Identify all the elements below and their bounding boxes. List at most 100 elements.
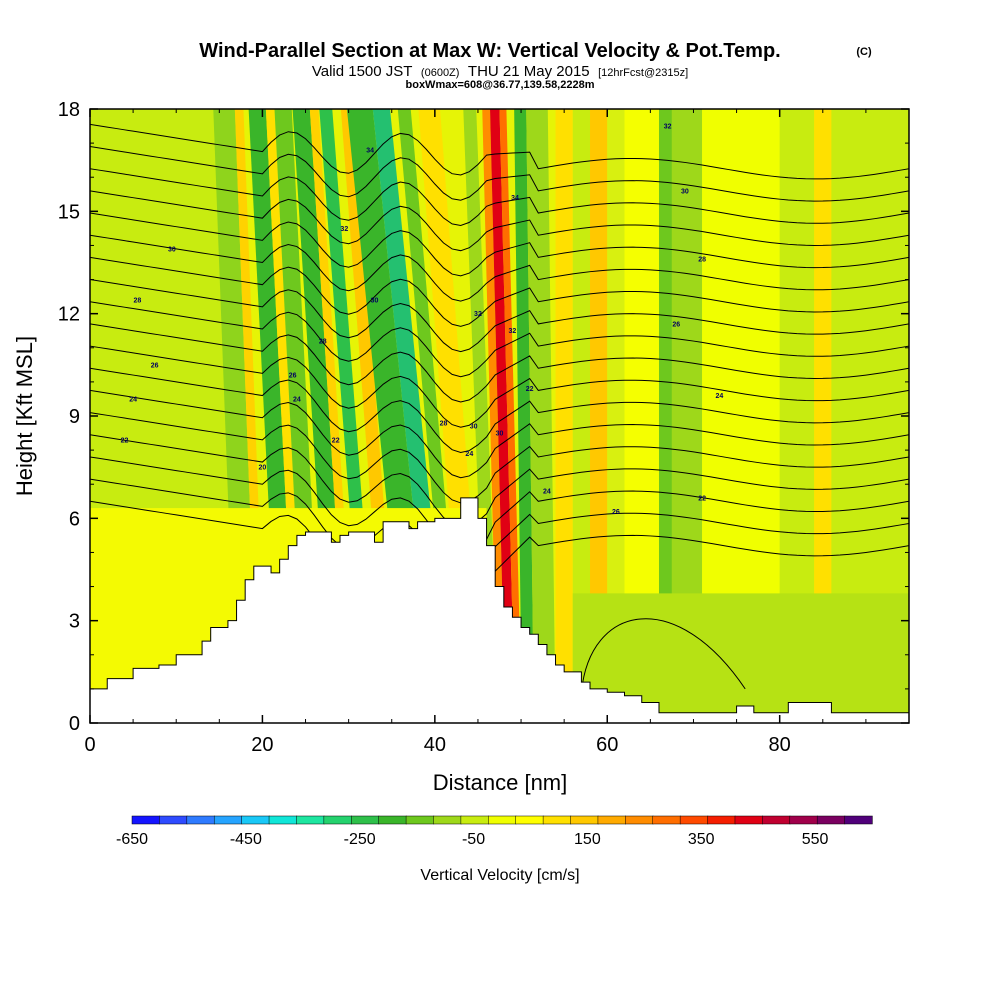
subtitle-box: boxWmax=608@36.77,139.58,2228m bbox=[406, 79, 595, 91]
subtitle-z: (0600Z) bbox=[421, 67, 460, 79]
contour-label: 28 bbox=[698, 257, 706, 264]
contour-label: 32 bbox=[474, 311, 482, 318]
contour-label: 30 bbox=[681, 188, 689, 195]
colorbar-tick-label: -250 bbox=[344, 831, 376, 848]
colorbar-swatch bbox=[460, 815, 489, 825]
colorbar-ticks: -650 -450 -250 -50 150 350 550 bbox=[116, 831, 829, 848]
theta-contour bbox=[90, 367, 909, 453]
field-band bbox=[499, 109, 522, 723]
theta-contour bbox=[90, 301, 909, 378]
colorbar-swatch bbox=[789, 815, 818, 825]
colorbar-swatch bbox=[652, 815, 681, 825]
contour-label: 24 bbox=[293, 396, 301, 403]
contour-label: 32 bbox=[340, 226, 348, 233]
theta-contour bbox=[90, 323, 909, 403]
field-band bbox=[482, 109, 506, 723]
subtitle-fcst: [12hrFcst@2315z] bbox=[598, 67, 688, 79]
contour-label: 34 bbox=[511, 195, 519, 202]
contour-label: 22 bbox=[526, 386, 534, 393]
theta-contour bbox=[90, 190, 909, 252]
y-tick-label: 0 bbox=[69, 713, 80, 735]
terrain-mask bbox=[90, 497, 909, 723]
plot-area: 20 22 24 26 28 30 24 26 28 30 32 34 22 28 30 24 30 32 32 34… bbox=[90, 109, 909, 723]
y-tick-label: 12 bbox=[58, 304, 80, 326]
colorbar-swatch bbox=[679, 815, 709, 825]
colorbar-tick-label: 350 bbox=[688, 831, 715, 848]
theta-contour bbox=[90, 500, 909, 605]
field-band bbox=[526, 109, 556, 723]
field-band bbox=[514, 109, 534, 723]
x-tick-label: 60 bbox=[596, 734, 618, 756]
colorbar-swatch bbox=[378, 815, 407, 825]
contour-label: 32 bbox=[509, 328, 517, 335]
colorbar-swatch bbox=[186, 815, 215, 825]
theta-contour bbox=[90, 389, 909, 479]
contour-label: 28 bbox=[440, 420, 448, 427]
contour-label: 26 bbox=[151, 362, 159, 369]
subtitle-prefix: Valid 1500 JST bbox=[312, 63, 413, 80]
colorbar bbox=[131, 815, 873, 825]
x-axis-label: Distance [nm] bbox=[433, 770, 568, 795]
colorbar-tick-label: -50 bbox=[462, 831, 485, 848]
theta-contour bbox=[90, 434, 909, 529]
field-band bbox=[490, 109, 516, 723]
contour-label: 28 bbox=[319, 338, 327, 345]
subtitle-main: THU 21 May 2015 bbox=[468, 63, 590, 80]
theta-contour bbox=[90, 168, 909, 226]
colorbar-swatch bbox=[625, 815, 654, 825]
theta-contour bbox=[90, 256, 909, 327]
contour-label: 26 bbox=[289, 373, 297, 380]
field-band bbox=[572, 109, 591, 723]
chart-subtitle: Valid 1500 JST (0600Z) THU 21 May 2015 [… bbox=[312, 63, 688, 80]
field-band bbox=[590, 109, 608, 723]
contour-label: 24 bbox=[715, 393, 723, 400]
field-band bbox=[555, 109, 573, 723]
colorbar-swatch bbox=[707, 815, 736, 825]
colorbar-swatch bbox=[515, 815, 544, 825]
theta-contour bbox=[90, 345, 909, 428]
x-tick-label: 0 bbox=[84, 734, 95, 756]
y-tick-label: 15 bbox=[58, 201, 80, 223]
contour-label: 22 bbox=[698, 495, 706, 502]
colorbar-swatch bbox=[159, 815, 188, 825]
theta-contour bbox=[90, 234, 909, 302]
y-tick-label: 9 bbox=[69, 406, 80, 428]
colorbar-swatch bbox=[844, 815, 873, 825]
contour-label: 30 bbox=[371, 298, 379, 305]
theta-contour bbox=[90, 456, 909, 554]
field-band bbox=[779, 109, 815, 723]
theta-contour-labels: 20 22 24 26 28 30 24 26 28 30 32 34 22 28 30 24 30 32 32 34… bbox=[121, 124, 724, 516]
contour-label: 26 bbox=[612, 509, 620, 516]
contour-label: 34 bbox=[366, 147, 374, 154]
colorbar-swatch bbox=[762, 815, 791, 825]
colorbar-swatch bbox=[734, 815, 764, 825]
x-tick-label: 20 bbox=[251, 734, 273, 756]
x-tick-label: 40 bbox=[424, 734, 446, 756]
theta-contour bbox=[90, 412, 909, 504]
y-tick-label: 6 bbox=[69, 508, 80, 530]
x-axis-ticks: 0 20 40 60 80 bbox=[84, 109, 867, 756]
y-axis-ticks: 0 3 6 9 12 15 18 bbox=[58, 99, 909, 735]
contour-label: 30 bbox=[496, 431, 504, 438]
colorbar-swatch bbox=[323, 815, 352, 825]
field-band bbox=[624, 109, 659, 723]
colorbar-swatch bbox=[488, 815, 517, 825]
field-band bbox=[831, 109, 909, 723]
colorbar-swatch bbox=[351, 815, 380, 825]
theta-contour bbox=[90, 146, 909, 202]
theta-contour bbox=[90, 478, 909, 580]
contour-label: 22 bbox=[121, 437, 129, 444]
theta-contour bbox=[90, 212, 909, 277]
colorbar-swatch bbox=[241, 815, 270, 825]
colorbar-tick-label: 150 bbox=[574, 831, 601, 848]
y-tick-label: 3 bbox=[69, 611, 80, 633]
contour-label: 24 bbox=[465, 451, 473, 458]
colorbar-title: Vertical Velocity [cm/s] bbox=[420, 867, 579, 884]
theta-contour bbox=[90, 123, 909, 180]
contour-label: 30 bbox=[168, 246, 176, 253]
theta-contours bbox=[90, 123, 909, 693]
contour-label: 22 bbox=[332, 437, 340, 444]
colorbar-swatch bbox=[570, 815, 599, 825]
